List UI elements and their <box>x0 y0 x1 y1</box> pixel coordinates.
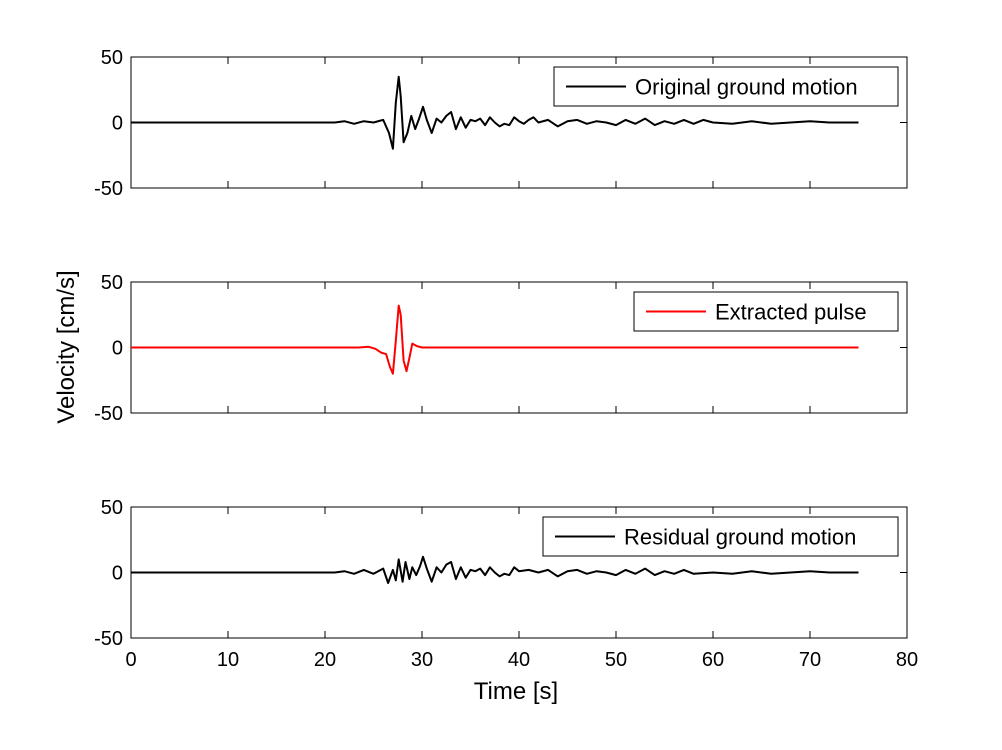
subplot-1: -50 0 50 Original ground motion <box>94 47 908 200</box>
x-axis-label: Time [s] <box>474 678 558 705</box>
legend: Original ground motion <box>553 66 899 107</box>
x-tick-label: 80 <box>896 649 918 671</box>
x-tick-label: 30 <box>411 649 433 671</box>
y-tick-label: -50 <box>94 178 123 200</box>
x-tick-label: 50 <box>605 649 627 671</box>
x-tick-label: 20 <box>314 649 336 671</box>
legend-box <box>633 291 899 332</box>
series-line <box>131 304 859 375</box>
legend: Extracted pulse <box>633 291 899 332</box>
y-tick-label: 0 <box>112 338 123 360</box>
x-tick-label: 70 <box>799 649 821 671</box>
series-line <box>131 555 859 584</box>
legend-label: Original ground motion <box>635 75 858 100</box>
series-line <box>131 75 859 150</box>
y-axis-label: Velocity [cm/s] <box>53 270 80 423</box>
x-tick-label: 60 <box>702 649 724 671</box>
x-tick-label: 40 <box>508 649 530 671</box>
y-tick-label: 0 <box>112 563 123 585</box>
y-tick-label: 0 <box>112 113 123 135</box>
legend-label: Residual ground motion <box>624 525 856 550</box>
x-tick-label: 0 <box>125 649 136 671</box>
legend-label: Extracted pulse <box>715 300 867 325</box>
y-tick-label: -50 <box>94 403 123 425</box>
y-tick-label: -50 <box>94 628 123 650</box>
y-tick-label: 50 <box>101 497 123 519</box>
subplot-2: -50 0 50 Extracted pulse <box>94 272 908 425</box>
y-tick-label: 50 <box>101 272 123 294</box>
x-tick-label: 10 <box>217 649 239 671</box>
y-tick-label: 50 <box>101 47 123 69</box>
legend: Residual ground motion <box>542 516 899 557</box>
